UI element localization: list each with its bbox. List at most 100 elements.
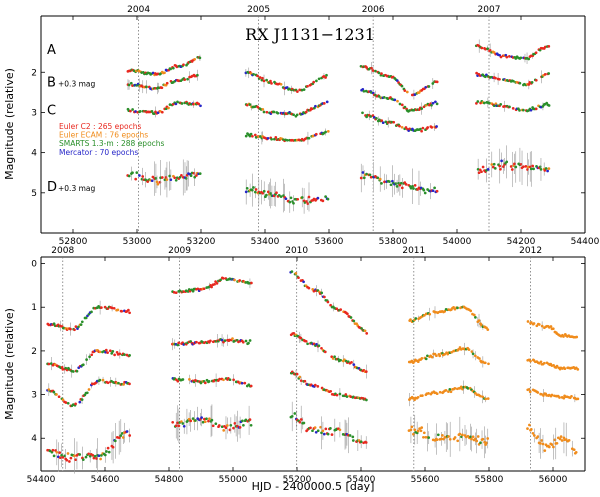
data-point: [186, 77, 189, 81]
data-point: [105, 450, 108, 453]
data-point: [199, 104, 202, 108]
data-point: [113, 353, 116, 357]
data-point: [481, 395, 485, 399]
data-point: [128, 434, 132, 437]
x-ticks: 52800 53000 53200 53400 53600 53800 54000 54200…: [59, 16, 600, 247]
data-point: [513, 162, 516, 166]
data-point: [66, 452, 70, 455]
data-point: [416, 360, 420, 364]
data-point: [427, 436, 431, 439]
data-point: [431, 101, 435, 105]
data-point: [297, 276, 300, 280]
top-panel: 52800 53000 53200 53400 53600 53800 54000 54200…: [3, 5, 600, 247]
data-point: [176, 100, 179, 104]
data-point: [290, 415, 294, 418]
data-point: [119, 434, 123, 437]
data-point: [472, 313, 476, 317]
data-point: [422, 188, 426, 192]
data-point: [176, 379, 180, 383]
data-point: [547, 445, 551, 449]
data-point: [288, 200, 292, 204]
data-point: [52, 390, 56, 394]
data-point: [173, 176, 177, 180]
y-tick-label: 2: [31, 347, 37, 357]
data-point: [508, 105, 511, 109]
data-point: [304, 339, 308, 343]
data-point: [302, 280, 305, 284]
x-tick-label: 54400: [27, 475, 56, 485]
data-point: [528, 423, 531, 427]
data-point: [290, 270, 294, 273]
data-point: [242, 423, 245, 427]
data-point: [176, 421, 180, 425]
legend-entry: Euler C2 : 265 epochs: [59, 122, 142, 131]
data-point: [77, 325, 80, 329]
data-point: [324, 76, 327, 79]
data-point: [111, 445, 115, 449]
data-point: [426, 354, 429, 358]
data-point: [233, 422, 237, 425]
data-point: [275, 191, 278, 195]
data-point: [572, 448, 576, 452]
data-point: [197, 102, 201, 106]
data-point: [519, 56, 523, 60]
data-point: [122, 383, 125, 386]
data-point: [69, 456, 73, 460]
data-point: [117, 436, 121, 440]
data-point: [461, 433, 464, 437]
x-tick-label: 55200: [283, 475, 312, 485]
data-point: [222, 429, 226, 432]
y-ticks: 2 3 4 5: [31, 68, 585, 199]
data-point: [293, 412, 297, 415]
data-point: [127, 83, 131, 87]
data-point: [335, 307, 339, 311]
data-point: [106, 351, 109, 354]
data-point: [88, 355, 91, 359]
series-A: [46, 270, 579, 339]
data-point: [507, 55, 511, 58]
data-point: [471, 352, 475, 356]
data-point: [448, 437, 452, 441]
data-point: [106, 381, 110, 385]
data-point: [299, 418, 303, 421]
data-point: [426, 126, 430, 129]
data-point: [211, 424, 215, 428]
data-point: [370, 66, 373, 70]
data-point: [483, 361, 487, 365]
data-point: [245, 186, 249, 190]
data-point: [330, 433, 334, 436]
data-point: [210, 285, 213, 289]
data-point: [316, 385, 320, 388]
season-year-labels: 2004 2005 2006 2007: [127, 5, 500, 15]
data-point: [266, 190, 270, 194]
data-point: [302, 421, 306, 425]
data-point: [292, 113, 295, 117]
data-point: [180, 102, 184, 105]
data-point: [361, 171, 365, 174]
data-point: [168, 103, 172, 106]
data-point: [474, 437, 477, 441]
data-point: [265, 78, 268, 82]
data-point: [181, 378, 185, 381]
data-point: [412, 187, 415, 190]
data-point: [382, 96, 386, 99]
data-point: [262, 79, 266, 83]
data-point: [349, 316, 353, 319]
data-point: [69, 327, 72, 331]
data-point: [51, 448, 55, 452]
data-point: [75, 369, 79, 373]
data-point: [483, 75, 487, 79]
data-point: [339, 358, 342, 362]
data-point: [560, 439, 564, 442]
data-point: [398, 183, 402, 187]
data-point: [205, 417, 208, 421]
data-point: [400, 84, 404, 88]
data-point: [423, 314, 426, 317]
data-point: [543, 73, 547, 76]
data-point: [574, 450, 578, 454]
data-point: [73, 454, 76, 458]
y-tick-label: 0: [31, 260, 37, 270]
data-point: [58, 451, 62, 454]
data-point: [422, 431, 426, 435]
